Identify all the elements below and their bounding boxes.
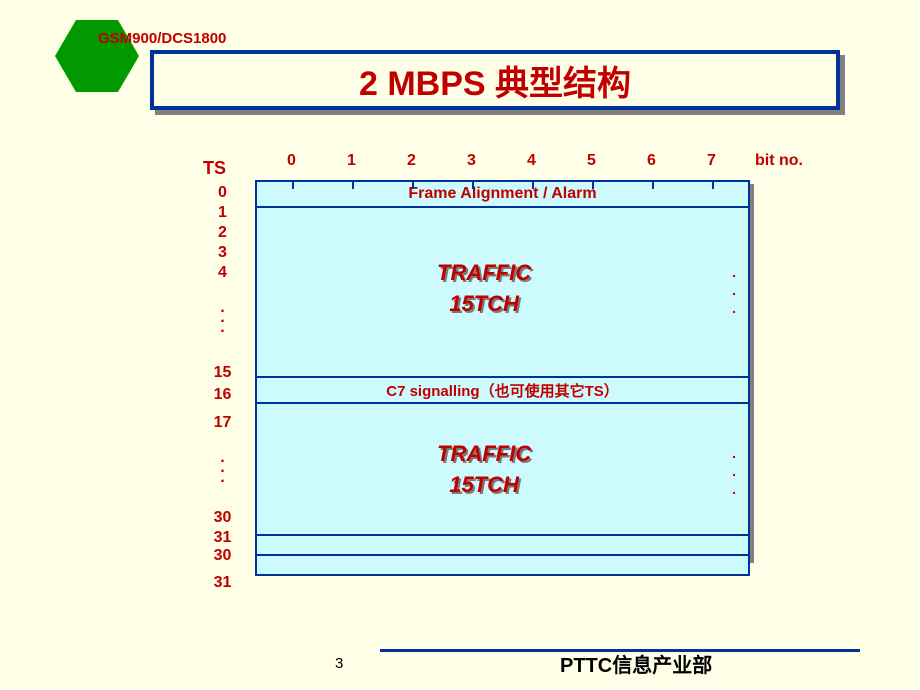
title-box: 2 MBPS 典型结构 — [150, 50, 840, 110]
ts-header: TS — [203, 158, 226, 179]
bit-6: 6 — [647, 152, 656, 170]
row-30 — [255, 534, 750, 556]
ts-label: 4 — [195, 265, 250, 281]
row-frame-alignment: Frame Alignment / Alarm — [255, 180, 750, 208]
traffic2-label: TRAFFIC15TCH — [437, 439, 531, 501]
ts-label: 0 — [195, 185, 250, 201]
frame-diagram: TS 0 1 2 3 4 5 6 7 bit no. 0 1 2 3 4 . .… — [195, 150, 815, 610]
row-c7: C7 signalling（也可使用其它TS） — [255, 376, 750, 404]
bit-5: 5 — [587, 152, 596, 170]
traffic-block-1: TRAFFIC15TCH TRAFFIC15TCH ... — [255, 206, 750, 378]
c7-label: C7 signalling（也可使用其它TS） — [386, 380, 619, 401]
page-number: 3 — [335, 655, 343, 672]
bit-2: 2 — [407, 152, 416, 170]
bit-header-row: 0 1 2 3 4 5 6 7 bit no. — [255, 150, 815, 175]
bit-7: 7 — [707, 152, 716, 170]
ts-label: 30 — [195, 510, 250, 526]
row-31 — [255, 554, 750, 576]
ts-label: 1 — [195, 205, 250, 221]
bit-0: 0 — [287, 152, 296, 170]
traffic1-label: TRAFFIC15TCH — [437, 258, 531, 320]
traffic-block-2: TRAFFIC15TCH TRAFFIC15TCH ... — [255, 402, 750, 536]
ts-label: 17 — [195, 415, 250, 431]
ts-label: . — [195, 470, 250, 486]
ts-label: 3 — [195, 245, 250, 261]
corner-label: GSM900/DCS1800 — [98, 30, 226, 47]
footer-org: PTTC信息产业部 — [560, 649, 712, 678]
ts-label: 30 — [195, 548, 250, 564]
bit-3: 3 — [467, 152, 476, 170]
bit-4: 4 — [527, 152, 536, 170]
bit-1: 1 — [347, 152, 356, 170]
side-dots-2: ... — [732, 444, 736, 499]
frame-alignment-label: Frame Alignment / Alarm — [408, 185, 596, 203]
ts-label: 15 — [195, 365, 250, 381]
side-dots-1: ... — [732, 263, 736, 318]
ts-label: 31 — [195, 530, 250, 546]
page-title: 2 MBPS 典型结构 — [359, 56, 631, 105]
ts-label: 16 — [195, 387, 250, 403]
ts-label: 2 — [195, 225, 250, 241]
bit-no-label: bit no. — [755, 152, 803, 170]
ts-label: 31 — [195, 575, 250, 591]
ts-label: . — [195, 320, 250, 336]
